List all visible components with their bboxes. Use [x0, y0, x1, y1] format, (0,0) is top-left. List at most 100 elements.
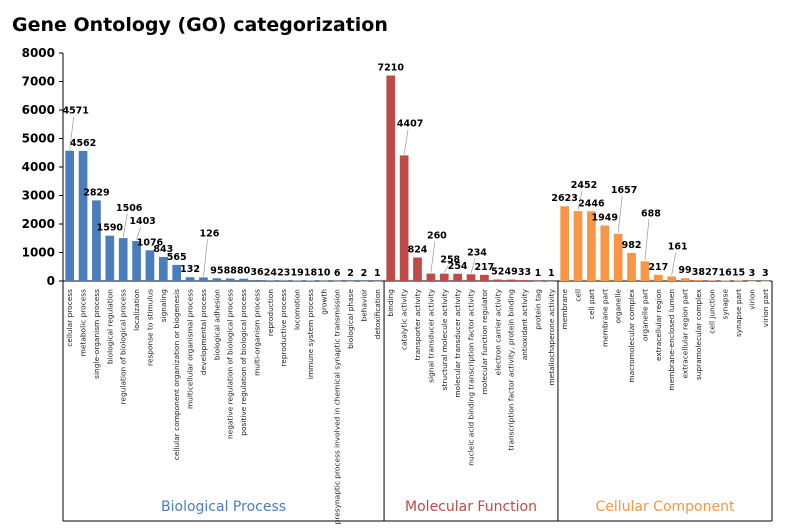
value-label-cellular-component-extracellular-region-part: 99: [678, 265, 691, 276]
bar-cellular-component-synapse-part: [734, 280, 743, 282]
value-label-cellular-component-membrane: 2623: [551, 193, 577, 204]
bar-biological-process-multi-organism-process: [252, 279, 262, 281]
value-label-cellular-component-cell-junction: 27: [705, 267, 718, 278]
bar-biological-process-cellular-process: [65, 150, 75, 281]
value-label-cellular-component-virion: 3: [749, 268, 756, 279]
group-label-cellular-component: Cellular Component: [595, 499, 735, 515]
category-label-cellular-component-extracellular-region-part: extracellular region part: [681, 289, 690, 379]
category-label-molecular-function-molecular-function-regulator: molecular function regulator: [480, 288, 489, 394]
bar-biological-process-biological-adhesion: [212, 278, 222, 281]
value-label-molecular-function-protein-tag: 1: [535, 268, 542, 279]
bar-biological-process-response-to-stimulus: [145, 250, 155, 281]
value-label-molecular-function-structural-molecule-activity: 258: [440, 255, 460, 266]
y-tick-label: 4000: [22, 160, 55, 174]
y-tick-label: 8000: [22, 46, 55, 60]
bar-cellular-component-extracellular-region: [653, 274, 663, 281]
group-label-molecular-function: Molecular Function: [405, 499, 537, 515]
category-label-cellular-component-virion-part: virion part: [761, 289, 770, 327]
value-label-biological-process-multi-organism-process: 36: [250, 267, 264, 278]
bar-biological-process-negative-regulation-of-biological-process: [225, 278, 235, 281]
bar-cellular-component-membrane-part: [600, 225, 610, 281]
value-label-molecular-function-antioxidant-activity: 33: [518, 267, 531, 278]
value-label-cellular-component-synapse-part: 15: [732, 268, 745, 279]
y-tick-label: 1000: [22, 246, 55, 260]
value-label-biological-process-growth: 10: [317, 268, 331, 279]
group-labels-layer: Biological Process Molecular Function Cell…: [161, 499, 735, 515]
value-label-cellular-component-membrane-enclosed-lumen: 161: [668, 241, 688, 252]
y-tick-label: 7000: [22, 75, 55, 89]
bar-cellular-component-extracellular-region-part: [680, 278, 690, 281]
value-label-cellular-component-cell: 2452: [571, 180, 597, 191]
category-label-biological-process-developmental-process: developmental process: [199, 289, 208, 375]
category-label-biological-process-regulation-of-biological-process: regulation of biological process: [119, 289, 128, 404]
bar-biological-process-multicellular-organismal-process: [185, 277, 195, 281]
category-label-cellular-component-virion: virion: [747, 289, 756, 310]
bar-molecular-function-antioxidant-activity: [520, 280, 529, 281]
value-label-molecular-function-binding: 7210: [378, 63, 405, 74]
category-label-biological-process-multicellular-organismal-process: multicellular organismal process: [186, 289, 195, 409]
category-label-biological-process-signaling: signaling: [159, 289, 168, 323]
value-label-biological-process-developmental-process: 126: [200, 228, 220, 239]
y-tick-label: 5000: [22, 132, 55, 146]
category-label-biological-process-positive-regulation-of-biological-process: positive regulation of biological proces…: [239, 289, 248, 436]
category-label-molecular-function-nucleic-acid-binding-transcription-factor-activity: nucleic acid binding transcription facto…: [467, 288, 476, 465]
bar-cellular-component-organelle: [613, 233, 623, 281]
bar-biological-process-cellular-component-organization-or-biogenesis: [172, 264, 182, 281]
category-label-biological-process-biological-regulation: biological regulation: [105, 289, 114, 364]
bar-cellular-component-cell-part: [587, 211, 596, 281]
value-label-biological-process-biological-phase: 2: [347, 268, 354, 279]
category-label-biological-process-multi-organism-process: multi-organism process: [252, 289, 261, 376]
value-label-biological-process-immune-system-process: 18: [304, 267, 318, 278]
category-label-biological-process-negative-regulation-of-biological-process: negative regulation of biological proces…: [226, 289, 235, 439]
bar-cellular-component-supramolecular-complex: [694, 279, 703, 281]
category-label-cellular-component-organelle-part: organelle part: [640, 289, 649, 341]
value-label-biological-process-behavior: 2: [361, 268, 368, 279]
category-label-biological-process-detoxification: detoxification: [373, 289, 382, 340]
value-label-molecular-function-nucleic-acid-binding-transcription-factor-activity: 234: [467, 247, 487, 258]
leader-line-molecular-function-catalytic-activity: [403, 129, 409, 155]
category-labels-layer: cellular process metabolic process single-…: [65, 288, 770, 524]
value-label-molecular-function-molecular-transducer-activity: 254: [448, 261, 468, 272]
bar-cellular-component-virion-part: [760, 280, 770, 282]
bar-molecular-function-electron-carrier-activity: [493, 279, 503, 281]
category-label-biological-process-biological-phase: biological phase: [346, 289, 355, 349]
value-label-biological-process-localization: 1403: [129, 216, 155, 227]
bar-biological-process-reproduction: [266, 280, 275, 281]
value-label-molecular-function-catalytic-activity: 4407: [397, 118, 423, 129]
bar-biological-process-behavior: [359, 280, 369, 282]
leader-line-cellular-component-cell: [577, 191, 583, 211]
leader-line-biological-process-localization: [136, 226, 141, 241]
bar-biological-process-metabolic-process: [78, 150, 88, 281]
value-label-biological-process-cellular-process: 4571: [62, 106, 88, 117]
category-label-cellular-component-membrane: membrane: [560, 289, 569, 330]
category-label-molecular-function-structural-molecule-activity: structural molecule activity: [440, 288, 449, 390]
category-label-molecular-function-transporter-activity: transporter activity: [413, 288, 422, 360]
bar-molecular-function-structural-molecule-activity: [439, 273, 449, 281]
bar-cellular-component-cell-junction: [707, 280, 717, 281]
value-label-biological-process-locomotion: 19: [290, 267, 303, 278]
value-label-molecular-function-transporter-activity: 824: [408, 245, 428, 256]
value-label-biological-process-cellular-component-organization-or-biogenesis: 565: [167, 252, 187, 263]
category-label-cellular-component-extracellular-region: extracellular region: [654, 289, 663, 361]
value-label-biological-process-metabolic-process: 4562: [70, 138, 96, 149]
leader-line-cellular-component-organelle: [617, 195, 623, 233]
bar-molecular-function-transcription-factor-activity-protein-binding: [506, 279, 516, 281]
value-label-molecular-function-electron-carrier-activity: 52: [491, 267, 504, 278]
bar-biological-process-signaling: [158, 256, 168, 281]
bar-molecular-function-transporter-activity: [413, 257, 422, 281]
bar-biological-process-growth: [319, 280, 329, 282]
value-label-biological-process-multicellular-organismal-process: 132: [180, 264, 200, 275]
value-label-biological-process-regulation-of-biological-process: 1506: [116, 203, 143, 214]
y-tick-label: 3000: [22, 189, 55, 203]
bar-biological-process-developmental-process: [199, 277, 208, 281]
value-label-molecular-function-molecular-function-regulator: 217: [474, 262, 494, 273]
bar-cellular-component-virion: [747, 280, 757, 282]
category-label-biological-process-metabolic-process: metabolic process: [79, 289, 88, 356]
value-label-cellular-component-organelle: 1657: [611, 185, 637, 196]
bar-biological-process-reproductive-process: [279, 280, 289, 281]
category-label-molecular-function-molecular-transducer-activity: molecular transducer activity: [453, 288, 462, 397]
bar-molecular-function-molecular-function-regulator: [480, 274, 489, 281]
value-label-molecular-function-metallochaperone-activity: 1: [548, 268, 555, 279]
bar-cellular-component-cell: [573, 211, 583, 281]
bar-molecular-function-molecular-transducer-activity: [453, 273, 462, 281]
